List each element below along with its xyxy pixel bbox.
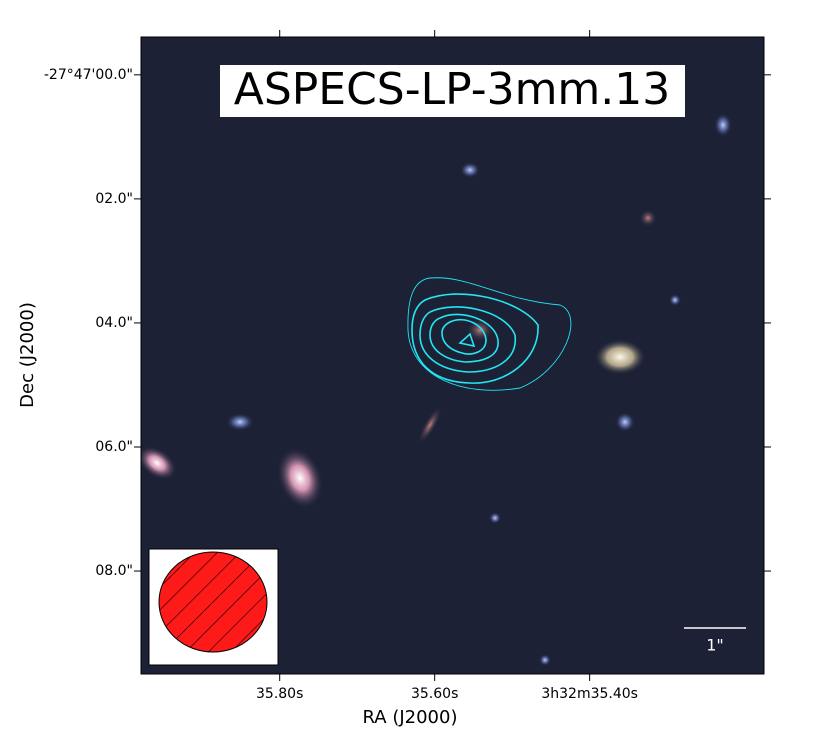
beam xyxy=(158,551,268,653)
title-box xyxy=(220,65,685,117)
frame xyxy=(140,36,765,675)
y-tick-label: -27°47'00.0" xyxy=(44,67,133,83)
x-tick-label: 35.60s xyxy=(411,686,458,702)
y-tick-label: 04.0" xyxy=(95,315,133,331)
x-axis-label: RA (J2000) xyxy=(363,707,458,728)
contours xyxy=(407,277,572,391)
chart-title: ASPECS-LP-3mm.13 xyxy=(234,64,671,115)
y-tick-label: 08.0" xyxy=(95,563,133,579)
x-tick-label: 35.80s xyxy=(256,686,303,702)
scale-bar-label: 1" xyxy=(706,636,724,655)
y-tick-label: 06.0" xyxy=(95,439,133,455)
y-axis-label: Dec (J2000) xyxy=(17,302,38,408)
x-tick-label: 3h32m35.40s xyxy=(541,686,638,702)
y-tick-label: 02.0" xyxy=(95,191,133,207)
